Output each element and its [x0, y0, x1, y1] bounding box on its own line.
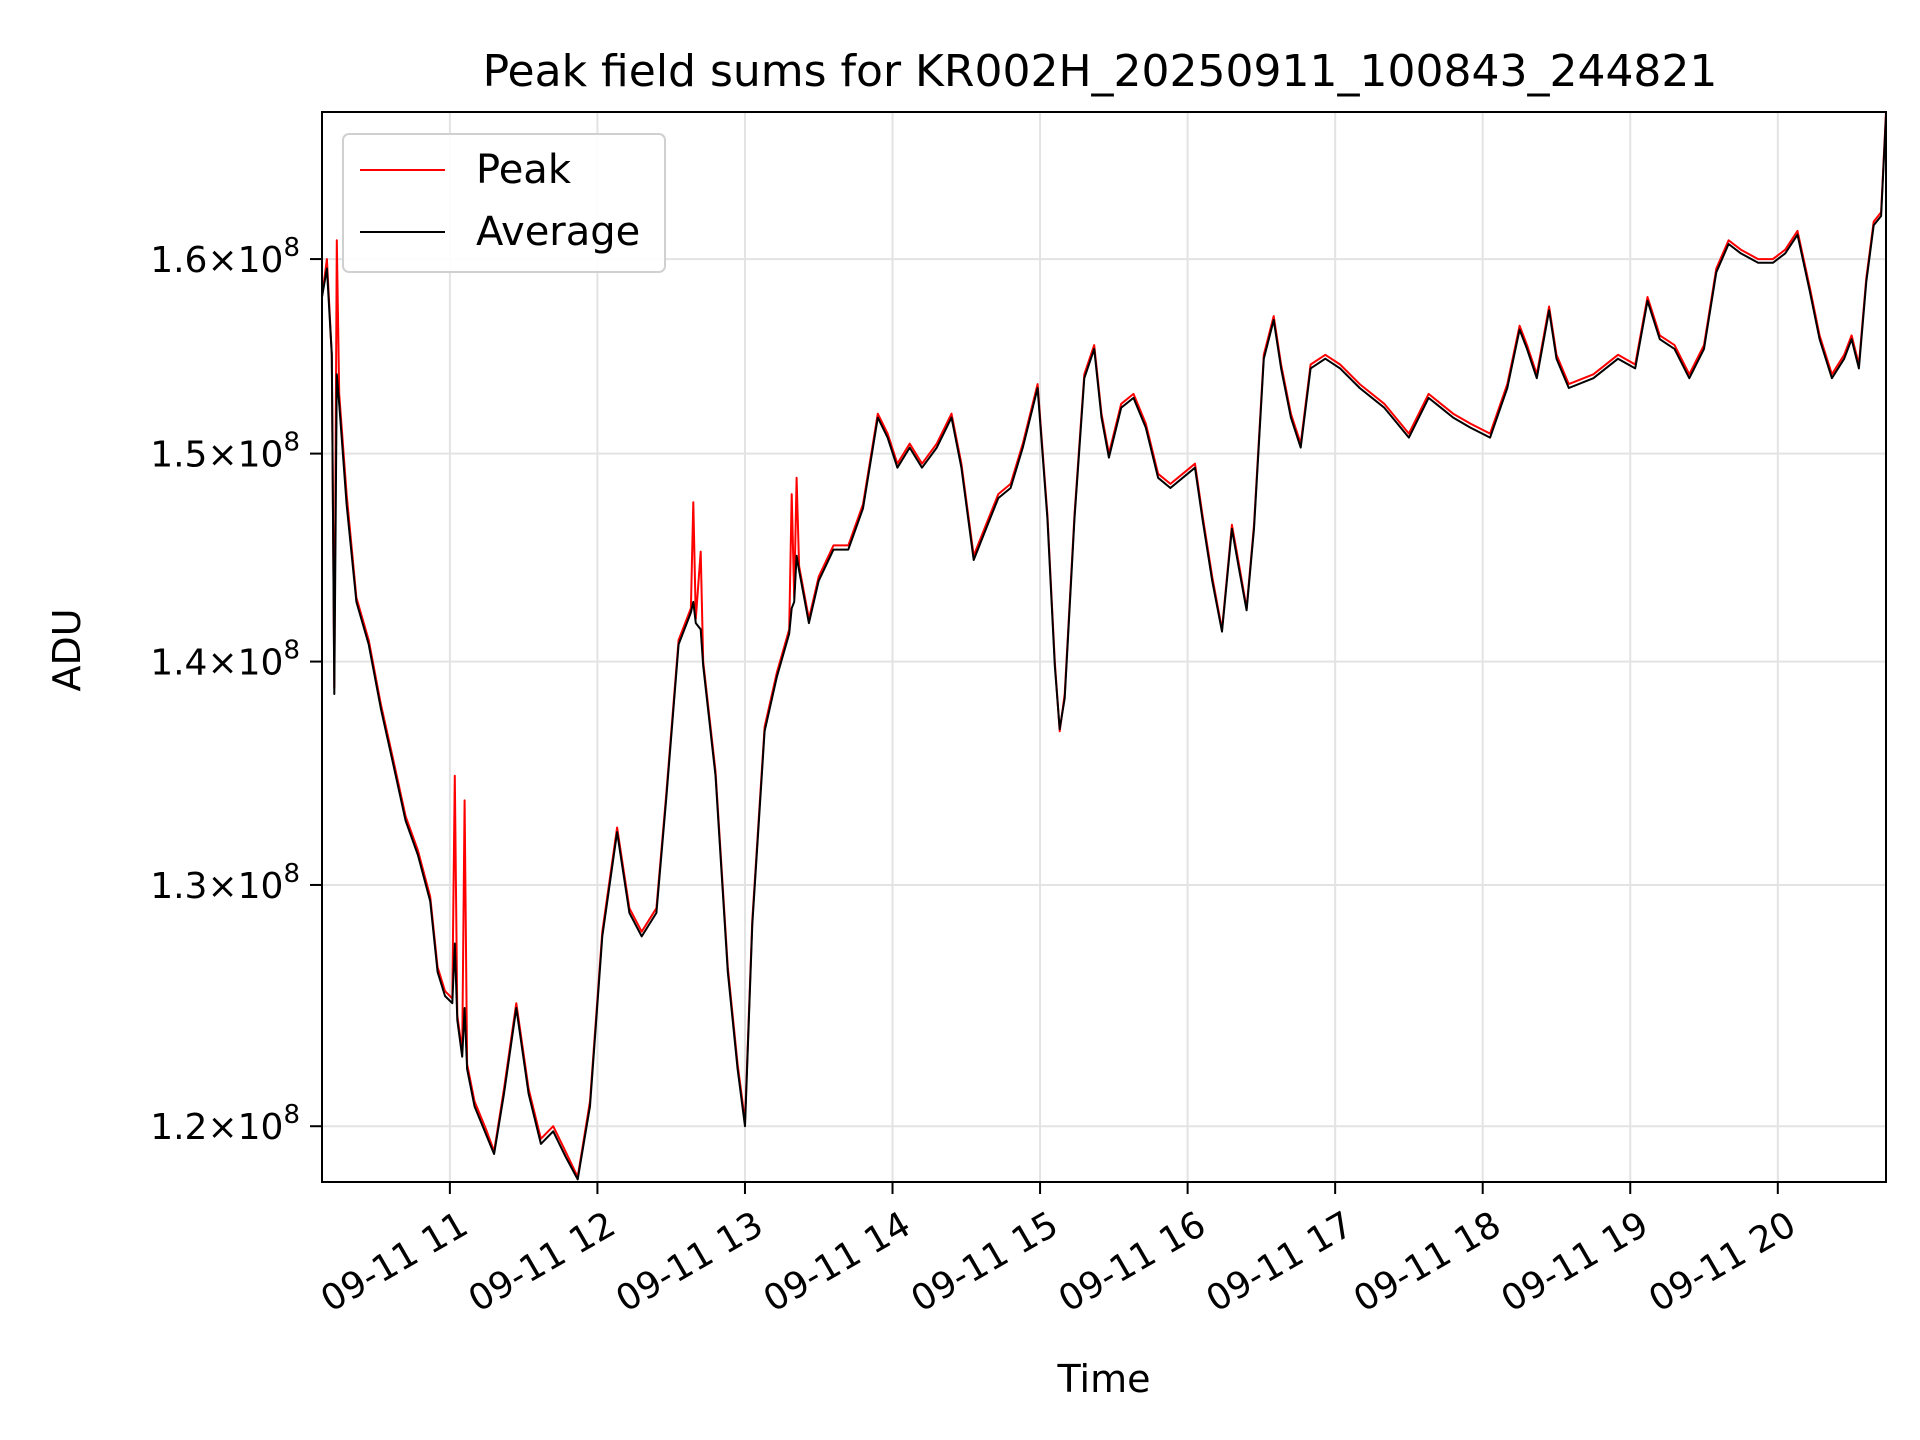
chart-title: Peak field sums for KR002H_20250911_1008…: [483, 46, 1718, 97]
y-tick-exponent: 8: [283, 428, 300, 458]
series-line-average: [322, 115, 1886, 1181]
y-tick-mantissa: 1.6: [150, 240, 207, 281]
legend-label-average: Average: [476, 209, 640, 255]
y-tick-mantissa: 1.5: [150, 435, 207, 476]
y-tick-label: 1.6×108: [150, 233, 300, 281]
y-tick-times-ten: ×10: [207, 866, 283, 907]
y-tick-mantissa: 1.2: [150, 1107, 207, 1148]
y-tick-times-ten: ×10: [207, 240, 283, 281]
y-tick-exponent: 8: [283, 233, 300, 263]
x-axis-label: Time: [1057, 1357, 1151, 1401]
y-tick-times-ten: ×10: [207, 435, 283, 476]
y-tick-label: 1.3×108: [150, 859, 300, 907]
y-tick-label: 1.2×108: [150, 1100, 300, 1148]
plot-frame: [321, 111, 1887, 1183]
grid: [322, 112, 1886, 1182]
series-group: [322, 112, 1886, 1181]
y-tick-mantissa: 1.3: [150, 866, 207, 907]
legend-box: [342, 133, 666, 273]
legend-label-peak: Peak: [476, 147, 572, 193]
plot-area: [322, 112, 1886, 1181]
y-tick-times-ten: ×10: [207, 1107, 283, 1148]
y-tick-exponent: 8: [283, 636, 300, 666]
legend: Peak Average: [342, 133, 666, 273]
y-tick-exponent: 8: [283, 859, 300, 889]
y-tick-label: 1.4×108: [150, 636, 300, 684]
y-tick-label: 1.5×108: [150, 428, 300, 476]
y-tick-mantissa: 1.4: [150, 643, 207, 684]
y-axis-label: ADU: [45, 608, 89, 691]
y-tick-exponent: 8: [283, 1100, 300, 1130]
y-tick-times-ten: ×10: [207, 643, 283, 684]
